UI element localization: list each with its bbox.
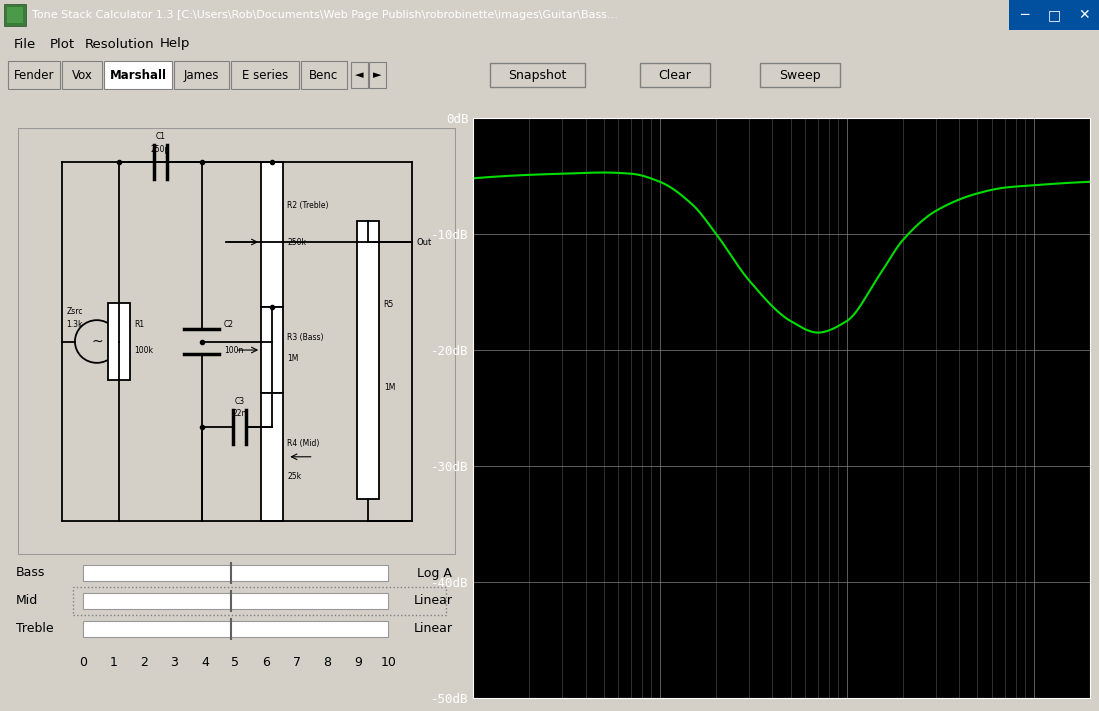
Text: E series: E series [242, 68, 288, 82]
FancyBboxPatch shape [369, 62, 386, 88]
Text: 100k: 100k [134, 346, 153, 355]
Text: 250p: 250p [151, 144, 170, 154]
Text: 1M: 1M [384, 383, 396, 392]
Text: 3: 3 [170, 656, 178, 670]
Text: 10: 10 [380, 656, 397, 670]
Text: R3 (Bass): R3 (Bass) [287, 333, 324, 342]
Bar [82, 565, 388, 581]
FancyBboxPatch shape [351, 62, 368, 88]
Text: Snapshot: Snapshot [509, 68, 567, 82]
Text: Treble: Treble [15, 623, 54, 636]
Bar [74, 587, 446, 615]
Bar [262, 392, 282, 521]
FancyBboxPatch shape [8, 61, 60, 89]
Text: 2: 2 [140, 656, 147, 670]
Text: Benc: Benc [310, 68, 338, 82]
Text: 1.3k: 1.3k [66, 320, 82, 328]
Text: Help: Help [160, 38, 190, 50]
FancyBboxPatch shape [62, 61, 102, 89]
FancyBboxPatch shape [761, 63, 840, 87]
Text: Marshall: Marshall [110, 68, 167, 82]
Bar [4, 4, 26, 26]
Bar [1069, 0, 1099, 30]
Text: C2: C2 [224, 320, 234, 329]
Text: ✕: ✕ [1078, 8, 1090, 22]
Text: 1M: 1M [287, 354, 299, 363]
Text: Linear: Linear [413, 594, 453, 607]
FancyBboxPatch shape [640, 63, 710, 87]
Bar [108, 303, 130, 380]
FancyBboxPatch shape [104, 61, 173, 89]
Bar [7, 7, 23, 23]
Text: R1: R1 [134, 320, 144, 329]
Text: 4: 4 [201, 656, 209, 670]
Text: ─: ─ [1020, 8, 1029, 22]
Text: ~: ~ [91, 334, 102, 348]
Text: Fender: Fender [14, 68, 54, 82]
Text: Clear: Clear [658, 68, 691, 82]
Bar [262, 307, 282, 392]
Text: Tone Stack Calculator 1.3 [C:\Users\Rob\Documents\Web Page Publish\robrobinette\: Tone Stack Calculator 1.3 [C:\Users\Rob\… [32, 10, 618, 20]
FancyBboxPatch shape [174, 61, 229, 89]
Text: R5: R5 [384, 300, 393, 309]
Bar [1009, 0, 1039, 30]
FancyBboxPatch shape [490, 63, 585, 87]
Text: C3: C3 [234, 397, 244, 405]
Bar [82, 593, 388, 609]
Bar [1039, 0, 1069, 30]
Text: Log A: Log A [418, 567, 453, 579]
Text: □: □ [1047, 8, 1061, 22]
Text: 1: 1 [109, 656, 118, 670]
Text: 6: 6 [263, 656, 270, 670]
Text: Zsrc: Zsrc [66, 307, 82, 316]
Text: 8: 8 [323, 656, 331, 670]
Text: R4 (Mid): R4 (Mid) [287, 439, 320, 449]
Text: Sweep: Sweep [779, 68, 821, 82]
Text: James: James [184, 68, 219, 82]
Text: Linear: Linear [413, 623, 453, 636]
Text: 250k: 250k [287, 237, 307, 247]
Text: R2 (Treble): R2 (Treble) [287, 201, 329, 210]
Bar [82, 621, 388, 637]
Text: 22n: 22n [232, 410, 246, 418]
Text: Resolution: Resolution [85, 38, 155, 50]
Text: 9: 9 [354, 656, 362, 670]
Text: Plot: Plot [49, 38, 75, 50]
Text: File: File [14, 38, 36, 50]
Text: 25k: 25k [287, 471, 301, 481]
Text: Vox: Vox [71, 68, 92, 82]
Bar [357, 220, 379, 500]
Text: 0: 0 [79, 656, 87, 670]
FancyBboxPatch shape [231, 61, 299, 89]
Bar [262, 162, 282, 307]
Text: Mid: Mid [15, 594, 38, 607]
Text: Bass: Bass [15, 567, 45, 579]
Text: 7: 7 [292, 656, 301, 670]
Text: 100n: 100n [224, 346, 243, 355]
Text: Out: Out [417, 237, 432, 247]
FancyBboxPatch shape [301, 61, 347, 89]
Text: 5: 5 [232, 656, 240, 670]
Text: ►: ► [373, 70, 381, 80]
Text: ◄: ◄ [355, 70, 364, 80]
Text: C1: C1 [155, 132, 165, 141]
